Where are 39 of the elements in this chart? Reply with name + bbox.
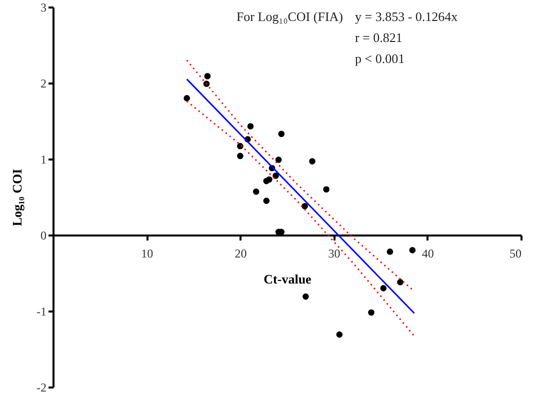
annotation: y = 3.853 - 0.1264x — [355, 9, 458, 24]
y-axis-title: Log₁₀ COI — [10, 168, 25, 226]
x-tick-label: 50 — [510, 246, 522, 260]
annotation: p < 0.001 — [355, 51, 405, 66]
point — [203, 80, 210, 87]
point — [397, 278, 404, 286]
x-tick-label: 20 — [234, 246, 247, 260]
point — [184, 95, 190, 102]
y-tick-label: 2 — [40, 76, 46, 90]
x-tick-label: 30 — [328, 246, 340, 260]
point — [237, 152, 244, 160]
y-tick-label: 1 — [40, 152, 46, 166]
point — [309, 158, 316, 164]
x-tick-label: 40 — [422, 246, 434, 260]
point — [380, 285, 387, 292]
point — [263, 198, 270, 204]
point — [409, 247, 416, 254]
point — [247, 123, 254, 130]
y-tick-label: 3 — [40, 0, 46, 14]
point — [237, 142, 244, 150]
point — [323, 186, 330, 193]
y-tick-label: 0 — [40, 228, 46, 242]
y-tick-label: -2 — [36, 380, 46, 394]
annotation: r = 0.821 — [355, 30, 402, 45]
x-axis-title: Ct-value — [264, 272, 312, 286]
x-tick-label: 10 — [141, 246, 154, 260]
point — [302, 293, 309, 300]
point — [336, 331, 343, 338]
point — [252, 188, 260, 195]
point — [272, 172, 279, 179]
point — [386, 248, 394, 255]
point — [368, 309, 374, 316]
point — [275, 156, 282, 163]
point — [266, 176, 272, 183]
y-tick-label: -1 — [36, 304, 46, 318]
point — [302, 202, 308, 210]
point — [204, 73, 211, 80]
annotation: For Log₁₀COI (FIA) — [236, 9, 343, 24]
point — [278, 130, 285, 138]
